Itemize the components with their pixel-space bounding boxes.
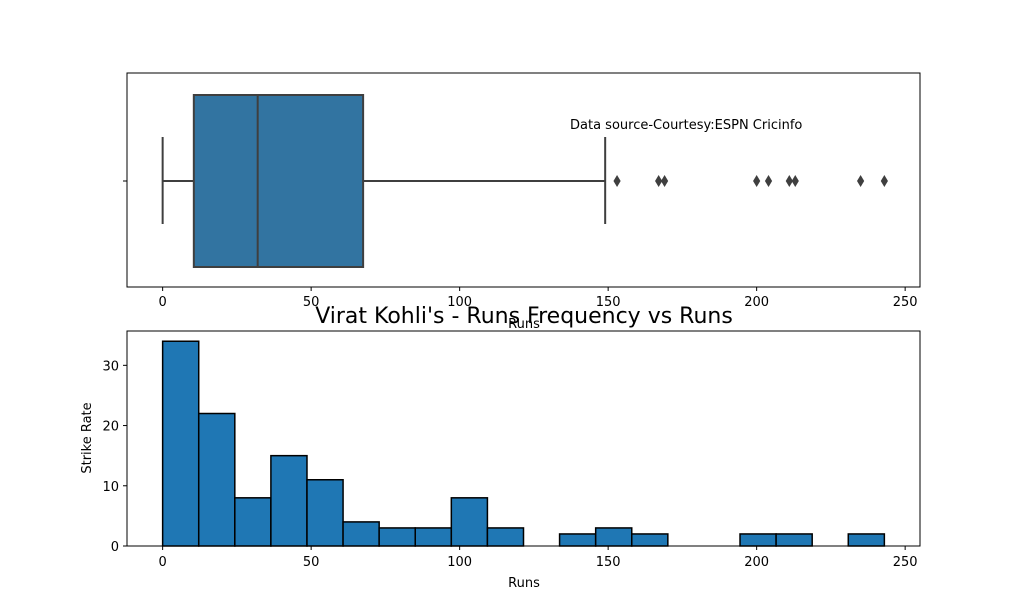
histogram-bar — [234, 497, 272, 547]
y-tick-label: 10 — [102, 480, 119, 495]
histogram-y-axis-label: Strike Rate — [80, 402, 95, 473]
histogram-bar — [414, 527, 453, 547]
x-tick-label: 100 — [447, 555, 472, 570]
x-tick-label: 250 — [893, 555, 918, 570]
histogram-bar — [450, 497, 489, 547]
x-tick-label: 50 — [303, 555, 320, 570]
histogram-bar — [197, 412, 236, 547]
histogram-bar — [739, 533, 777, 547]
histogram-bar — [558, 533, 597, 547]
histogram-bar — [306, 479, 344, 547]
y-tick-label: 20 — [102, 420, 119, 435]
x-tick-label: 250 — [893, 295, 918, 310]
x-tick-label: 150 — [596, 555, 621, 570]
boxplot-x-axis-label: Runs — [508, 317, 540, 332]
outlier-point — [753, 175, 761, 187]
outlier-point — [660, 175, 669, 187]
histogram-bar — [161, 340, 200, 547]
histogram-bar — [270, 454, 308, 547]
outlier-point — [880, 175, 888, 187]
histogram-bar — [486, 527, 525, 547]
histogram-bar — [775, 533, 813, 547]
chart-title: Virat Kohli's - Runs Frequency vs Runs — [315, 304, 733, 329]
x-tick-label: 200 — [744, 555, 769, 570]
boxplot-chart: 0 50 100 150 200 250 Data source-Courtesy:ESP… — [123, 72, 921, 332]
outlier-point — [655, 175, 663, 187]
histogram-bar — [342, 521, 380, 547]
outlier-point — [613, 175, 621, 187]
x-tick-label: 150 — [596, 295, 621, 310]
histogram-bar — [594, 527, 633, 547]
histogram-y-ticks: 0 10 20 30 — [102, 359, 127, 555]
outlier-point — [764, 175, 773, 187]
x-tick-label: 50 — [303, 295, 320, 310]
y-tick-label: 30 — [102, 359, 119, 374]
x-tick-label: 100 — [447, 295, 472, 310]
x-tick-label: 0 — [158, 295, 166, 310]
boxplot-x-ticks: 0 50 100 150 200 250 — [158, 287, 918, 310]
iqr-box — [192, 94, 365, 268]
y-tick-label: 0 — [111, 540, 119, 555]
boxplot-frame — [126, 72, 921, 288]
outlier-point — [856, 175, 865, 187]
histogram-frame — [126, 330, 921, 547]
outlier-point — [785, 175, 793, 187]
histogram-bars — [161, 340, 886, 547]
histogram-x-ticks: 0 50 100 150 200 250 — [158, 546, 918, 570]
histogram-bar — [847, 533, 886, 547]
histogram-chart: 0 50 100 150 200 250 0 10 20 30 Virat Kohli's - … — [80, 304, 921, 591]
histogram-bar — [631, 533, 669, 547]
boxplot-marks — [161, 94, 888, 268]
x-tick-label: 0 — [158, 555, 166, 570]
outlier-point — [791, 175, 799, 187]
histogram-bar — [378, 527, 416, 547]
boxplot-annotation: Data source-Courtesy:ESPN Cricinfo — [570, 118, 802, 133]
x-tick-label: 200 — [744, 295, 769, 310]
histogram-x-axis-label: Runs — [508, 576, 540, 591]
